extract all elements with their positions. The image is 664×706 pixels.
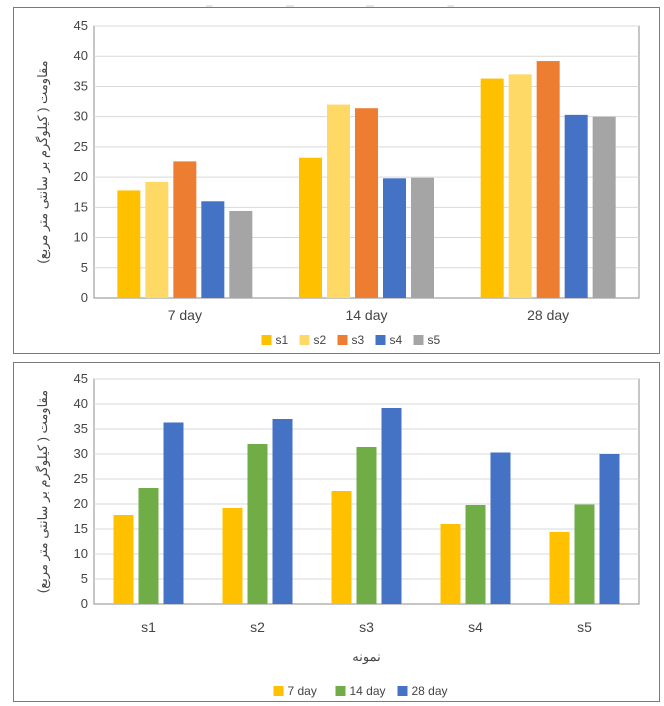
legend-label: s1: [276, 333, 289, 347]
legend-label: 7 day: [288, 684, 317, 698]
bar-14-day-s5: [574, 504, 595, 604]
legend-swatch-s3: [337, 335, 348, 345]
y-tick-label: 25: [74, 139, 88, 154]
legend-swatch-14-day: [335, 686, 346, 696]
bar-28-day-s5: [599, 454, 620, 604]
bar-s1-28-day: [480, 78, 504, 298]
legend-swatch-s5: [413, 335, 424, 345]
bar-7-day-s4: [440, 524, 461, 604]
chart-panel-by-sample: 0 5 10 15 20 25 30 35 40 45 s1 s2 s3 s4 s5 مقاومت ( کیل…: [13, 362, 660, 702]
bar-s1-7-day: [117, 190, 141, 298]
bar-s4-28-day: [564, 114, 588, 298]
legend-label: s3: [352, 333, 365, 347]
y-tick-label: 0: [81, 290, 88, 305]
x-category-label: s1: [141, 619, 156, 635]
bar-s2-14-day: [327, 104, 350, 298]
x-category-label: 7 day: [168, 307, 202, 323]
bar-s4-14-day: [383, 178, 406, 298]
y-tick-label: 5: [81, 571, 88, 586]
bar-28-day-s1: [163, 422, 184, 604]
y-tick-label: 45: [74, 371, 88, 386]
bar-s3-28-day: [536, 61, 560, 299]
bar-28-day-s2: [272, 419, 293, 604]
x-category-label: 14 day: [345, 307, 387, 323]
y-axis-label: مقاومت ( کیلوگرم بر سانتی متر مربع): [35, 60, 51, 263]
legend-label: s5: [428, 333, 441, 347]
bar-chart-by-sample: 0 5 10 15 20 25 30 35 40 45 s1 s2 s3 s4 s5 مقاومت ( کیل…: [35, 371, 640, 698]
legend-label: 28 day: [412, 684, 448, 698]
chart-panel-by-day: 0 5 10 15 20 25 30 35 40 45 7 day 14 day 28 day مقاوم…: [13, 7, 660, 354]
bar-14-day-s4: [465, 505, 486, 604]
y-tick-label: 45: [74, 18, 88, 33]
bar-s3-14-day: [355, 108, 378, 299]
y-tick-label: 5: [81, 260, 88, 275]
bar-s3-7-day: [173, 161, 197, 298]
y-tick-label: 20: [74, 496, 88, 511]
bar-s1-14-day: [299, 157, 322, 298]
y-tick-label: 35: [74, 78, 88, 93]
x-category-label: s5: [577, 619, 592, 635]
y-axis-label: مقاومت ( کیلوگرم بر سانتی متر مربع): [35, 390, 51, 593]
y-tick-label: 10: [74, 230, 88, 245]
bar-7-day-s2: [222, 508, 243, 604]
bar-s5-28-day: [592, 116, 616, 299]
legend-label: s2: [314, 333, 327, 347]
legend-swatch-s2: [299, 335, 310, 345]
bar-14-day-s2: [247, 444, 268, 604]
y-tick-label: 10: [74, 546, 88, 561]
bar-s2-7-day: [145, 181, 169, 298]
y-tick-label: 20: [74, 169, 88, 184]
legend-swatch-s4: [375, 335, 386, 345]
x-category-label: s3: [359, 619, 374, 635]
y-tick-label: 25: [74, 471, 88, 486]
y-tick-label: 35: [74, 421, 88, 436]
legend-swatch-s1: [261, 335, 272, 345]
bar-s4-7-day: [201, 201, 225, 298]
bar-28-day-s4: [490, 452, 511, 604]
bar-14-day-s1: [138, 488, 159, 604]
x-category-label: s4: [468, 619, 483, 635]
y-tick-label: 40: [74, 396, 88, 411]
bar-7-day-s3: [331, 491, 352, 604]
y-tick-label: 0: [81, 596, 88, 611]
bar-s5-14-day: [411, 177, 434, 298]
legend-swatch-28-day: [397, 686, 408, 696]
bar-chart-by-day: 0 5 10 15 20 25 30 35 40 45 7 day 14 day 28 day مقاوم…: [35, 18, 640, 347]
bar-s5-7-day: [229, 210, 253, 298]
y-tick-label: 30: [74, 446, 88, 461]
y-tick-label: 15: [74, 521, 88, 536]
legend-label: s4: [390, 333, 403, 347]
y-tick-label: 15: [74, 199, 88, 214]
bar-s2-28-day: [508, 74, 532, 298]
x-axis-label: نمونه: [352, 649, 380, 665]
y-tick-label: 30: [74, 109, 88, 124]
bar-14-day-s3: [356, 447, 377, 604]
bar-28-day-s3: [381, 408, 402, 604]
x-category-label: 28 day: [527, 307, 569, 323]
y-tick-label: 40: [74, 48, 88, 63]
x-category-label: s2: [250, 619, 265, 635]
legend-swatch-7-day: [273, 686, 284, 696]
legend-label: 14 day: [350, 684, 386, 698]
bar-7-day-s5: [549, 532, 570, 604]
bar-7-day-s1: [113, 515, 134, 604]
